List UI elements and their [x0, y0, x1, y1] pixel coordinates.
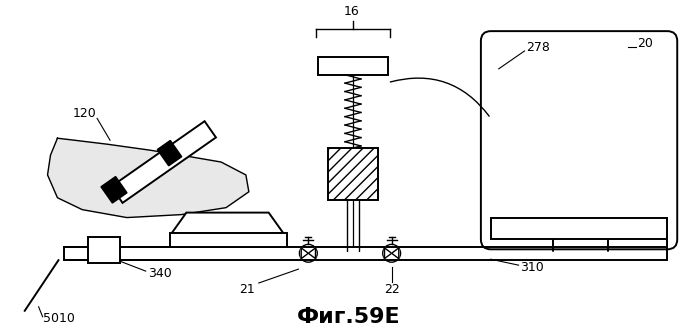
Polygon shape	[385, 248, 392, 259]
Polygon shape	[47, 138, 249, 217]
Text: 340: 340	[148, 267, 172, 280]
FancyArrowPatch shape	[390, 78, 489, 116]
Text: Фиг.59E: Фиг.59E	[297, 307, 401, 327]
Text: 22: 22	[384, 283, 399, 296]
Polygon shape	[302, 248, 309, 259]
Text: 278: 278	[526, 41, 551, 53]
Polygon shape	[157, 140, 181, 166]
Bar	[491, 217, 667, 239]
Polygon shape	[111, 121, 216, 203]
Bar	[328, 148, 378, 200]
Polygon shape	[101, 177, 127, 203]
Text: 5010: 5010	[43, 312, 75, 325]
Text: 310: 310	[521, 261, 544, 274]
Text: 120: 120	[73, 107, 96, 120]
Text: 16: 16	[344, 5, 360, 18]
Bar	[318, 57, 387, 75]
Polygon shape	[172, 212, 283, 233]
Polygon shape	[392, 248, 399, 259]
Bar	[170, 233, 286, 247]
FancyBboxPatch shape	[481, 31, 677, 249]
Text: 21: 21	[239, 283, 255, 296]
Text: 20: 20	[637, 37, 653, 49]
Bar	[88, 237, 120, 263]
Polygon shape	[309, 248, 315, 259]
